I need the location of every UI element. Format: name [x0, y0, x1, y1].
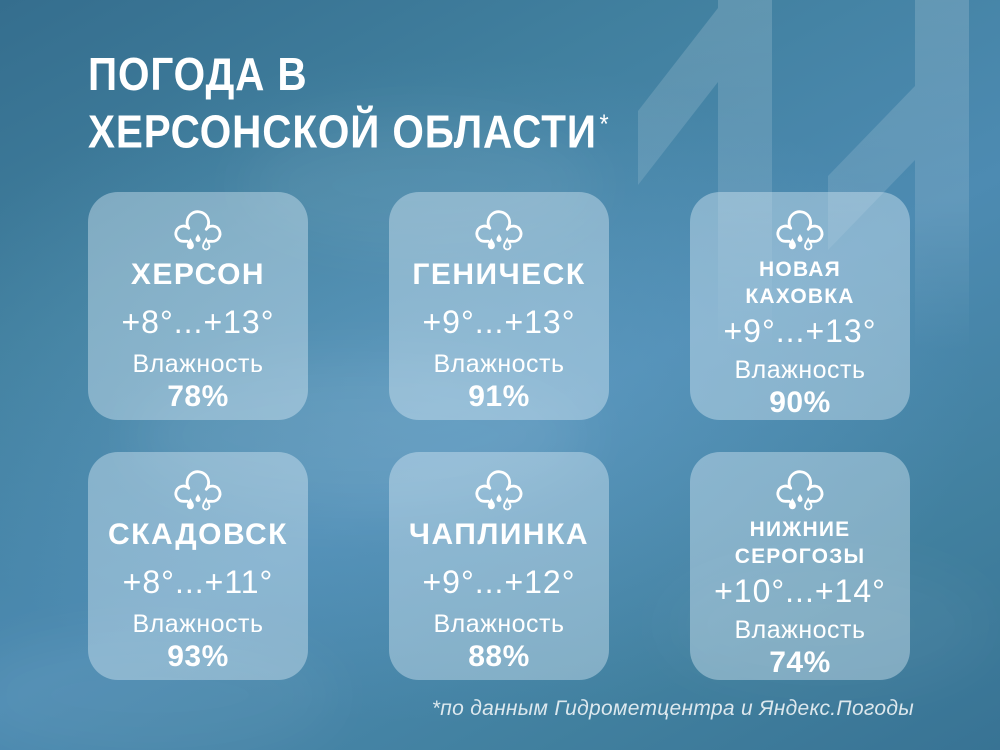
humidity-label: Влажность [132, 610, 264, 638]
weather-card-nizhnie-serogozy: НИЖНИЕ СЕРОГОЗЫ +10°...+14° Влажность 74… [690, 452, 910, 680]
city-name: ГЕНИЧЕСК [412, 256, 585, 294]
temperature-range: +10°...+14° [714, 573, 886, 609]
city-name: НИЖНИЕ СЕРОГОЗЫ [735, 516, 866, 571]
city-name-line: НОВАЯ [759, 258, 841, 282]
humidity-label: Влажность [734, 616, 866, 644]
weather-card-kherson: ХЕРСОН +8°...+13° Влажность 78% [88, 192, 308, 420]
temperature-range: +8°...+13° [121, 304, 275, 340]
rain-cloud-icon [768, 202, 832, 254]
rain-cloud-icon [768, 462, 832, 514]
humidity-value: 88% [468, 640, 530, 673]
temperature-range: +9°...+13° [422, 304, 576, 340]
city-name-line: НИЖНИЕ [749, 518, 851, 542]
weather-card-genichesk: ГЕНИЧЕСК +9°...+13° Влажность 91% [389, 192, 609, 420]
humidity-value: 74% [769, 646, 831, 679]
humidity-label: Влажность [734, 356, 866, 384]
humidity-label: Влажность [132, 350, 264, 378]
rain-cloud-icon [166, 202, 230, 254]
humidity-value: 91% [468, 380, 530, 413]
rain-cloud-icon [467, 202, 531, 254]
data-source-note: *по данным Гидрометцентра и Яндекс.Погод… [431, 697, 914, 720]
temperature-range: +9°...+13° [723, 313, 877, 349]
city-name-line: ХЕРСОН [130, 258, 266, 292]
weather-card-chaplinka: ЧАПЛИНКА +9°...+12° Влажность 88% [389, 452, 609, 680]
city-name-line: СЕРОГОЗЫ [734, 544, 866, 568]
weather-cards-grid: ХЕРСОН +8°...+13° Влажность 78% ГЕНИЧЕСК… [88, 192, 910, 680]
humidity-value: 90% [769, 386, 831, 419]
humidity-label: Влажность [433, 610, 565, 638]
humidity-label: Влажность [433, 350, 565, 378]
city-name: ЧАПЛИНКА [409, 516, 589, 554]
weather-card-novaya-kakhovka: НОВАЯ КАХОВКА +9°...+13° Влажность 90% [690, 192, 910, 420]
title-line-1: ПОГОДА В [88, 48, 308, 100]
city-name-line: КАХОВКА [745, 284, 855, 308]
page-title: ПОГОДА В ХЕРСОНСКОЙ ОБЛАСТИ* [88, 49, 609, 157]
city-name: ХЕРСОН [131, 256, 265, 294]
temperature-range: +8°...+11° [122, 564, 274, 600]
title-line-2-text: ХЕРСОНСКОЙ ОБЛАСТИ [88, 105, 597, 158]
rain-cloud-icon [166, 462, 230, 514]
humidity-value: 93% [167, 640, 229, 673]
weather-card-skadovsk: СКАДОВСК +8°...+11° Влажность 93% [88, 452, 308, 680]
title-line-2: ХЕРСОНСКОЙ ОБЛАСТИ* [88, 99, 609, 157]
city-name: НОВАЯ КАХОВКА [745, 256, 854, 311]
city-name: СКАДОВСК [108, 516, 288, 554]
city-name-line: ЧАПЛИНКА [408, 518, 590, 552]
city-name-line: СКАДОВСК [108, 518, 288, 552]
humidity-value: 78% [167, 380, 229, 413]
city-name-line: ГЕНИЧЕСК [412, 258, 586, 292]
temperature-range: +9°...+12° [422, 564, 576, 600]
footnote-asterisk: * [599, 109, 610, 139]
rain-cloud-icon [467, 462, 531, 514]
